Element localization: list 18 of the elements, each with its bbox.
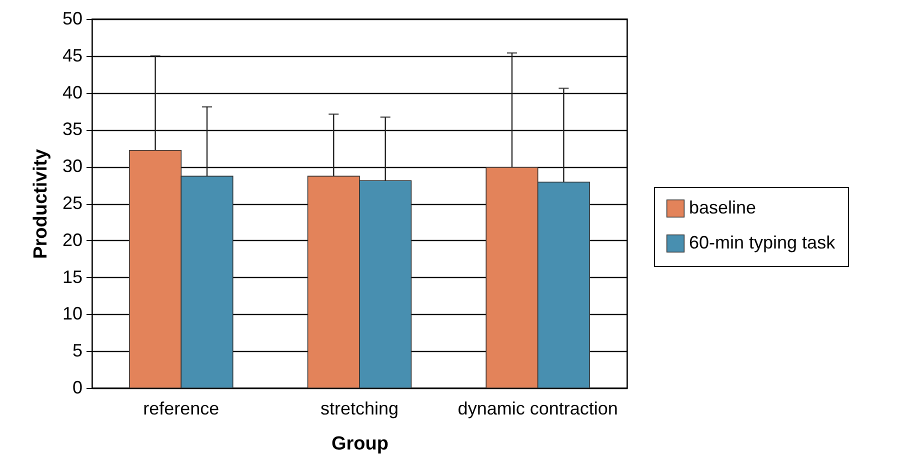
x-tick-label: dynamic contraction xyxy=(458,398,618,418)
y-tick-label: 35 xyxy=(62,119,82,140)
x-tick-label: reference xyxy=(143,398,220,418)
x-tick-label: stretching xyxy=(320,398,399,418)
y-tick-label: 20 xyxy=(62,230,82,250)
y-tick-label: 50 xyxy=(62,8,82,28)
y-tick-label: 45 xyxy=(62,45,82,66)
y-tick-label: 10 xyxy=(62,304,82,324)
x-axis-title: Group xyxy=(332,434,388,454)
legend-label: baseline xyxy=(689,198,756,218)
y-tick-label: 0 xyxy=(72,378,82,398)
y-tick-label: 15 xyxy=(62,266,82,287)
y-axis-title: Productivity xyxy=(30,148,52,259)
y-tick-label: 25 xyxy=(62,193,82,213)
y-tick-label: 5 xyxy=(72,340,82,361)
y-tick-label: 40 xyxy=(62,82,82,102)
y-tick-label: 30 xyxy=(62,156,82,176)
legend-label: 60-min typing task xyxy=(689,232,836,252)
